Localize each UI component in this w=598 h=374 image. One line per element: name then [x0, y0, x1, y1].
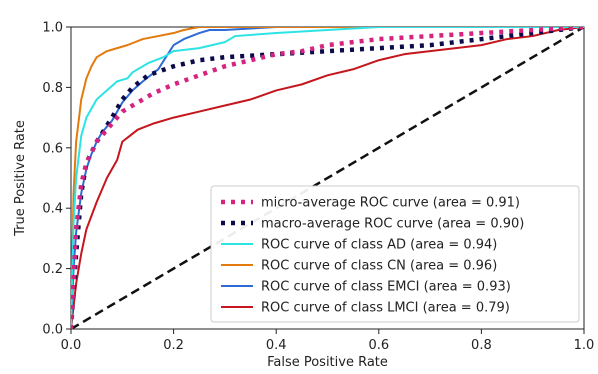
y-tick-label: 0.6 — [42, 141, 63, 156]
legend-label: ROC curve of class EMCI (area = 0.93) — [261, 280, 511, 295]
x-tick-label: 0.2 — [163, 338, 184, 353]
y-tick-label: 0.2 — [42, 262, 63, 277]
roc-curve-of-class-ad-line — [71, 27, 584, 329]
y-axis-ticks: 0.0 0.2 0.4 0.6 0.8 1.0 — [42, 21, 71, 338]
x-tick-label: 0.8 — [471, 338, 492, 353]
y-tick-label: 1.0 — [42, 21, 63, 36]
roc-curve-of-class-lmci-line — [71, 27, 584, 329]
roc-curve-of-class-cn-line — [71, 27, 584, 329]
legend-label: ROC curve of class LMCI (area = 0.79) — [261, 301, 510, 316]
y-axis-label: True Positive Rate — [13, 120, 28, 237]
legend-label: micro-average ROC curve (area = 0.91) — [261, 196, 520, 211]
x-axis-label: False Positive Rate — [267, 355, 388, 370]
x-tick-label: 0.6 — [368, 338, 389, 353]
y-tick-label: 0.4 — [42, 202, 63, 217]
legend-label: macro-average ROC curve (area = 0.90) — [261, 217, 524, 232]
x-tick-label: 0.4 — [266, 338, 287, 353]
legend-label: ROC curve of class AD (area = 0.94) — [261, 238, 497, 253]
macro-average-roc-curve-line — [71, 27, 584, 329]
legend: micro-average ROC curve (area = 0.91) mac… — [210, 185, 580, 323]
chance-diagonal-line — [71, 27, 584, 329]
y-tick-label: 0.8 — [42, 81, 63, 96]
x-tick-label: 1.0 — [574, 338, 595, 353]
series-layer — [71, 27, 584, 329]
x-tick-label: 0.0 — [61, 338, 82, 353]
legend-label: ROC curve of class CN (area = 0.96) — [261, 259, 497, 274]
legend-box — [210, 185, 580, 323]
y-tick-label: 0.0 — [42, 323, 63, 338]
x-axis-ticks: 0.0 0.2 0.4 0.6 0.8 1.0 — [61, 329, 595, 353]
